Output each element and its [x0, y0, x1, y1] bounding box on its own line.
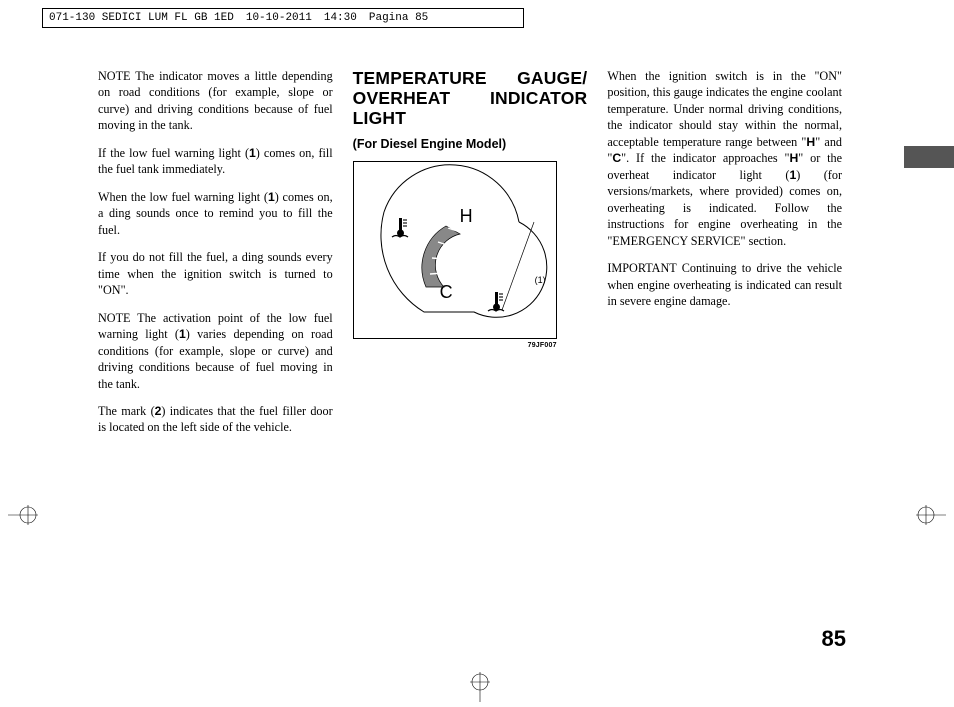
gauge-label-c: C [440, 280, 453, 304]
doc-page-label: Pagina 85 [369, 12, 428, 24]
crop-mark-left [8, 495, 48, 535]
doc-id: 071-130 SEDICI LUM FL GB 1ED [49, 12, 234, 24]
doc-date: 10-10-2011 [246, 12, 312, 24]
temperature-gauge-figure: H C (1) [353, 161, 557, 339]
column-1: NOTE The indicator moves a little depend… [98, 68, 333, 447]
section-heading: TEMPERATURE GAUGE/ OVERHEAT INDICATOR LI… [353, 68, 588, 128]
col1-p6: The mark (2) indicates that the fuel fil… [98, 403, 333, 436]
document-header: 071-130 SEDICI LUM FL GB 1ED 10-10-2011 … [42, 8, 524, 28]
gauge-callout-1: (1) [535, 274, 546, 286]
page-content: NOTE The indicator moves a little depend… [98, 68, 842, 447]
figure-code: 79JF007 [353, 341, 557, 350]
gauge-label-h: H [460, 204, 473, 228]
col1-p5: NOTE The activation point of the low fue… [98, 310, 333, 392]
column-3: When the ignition switch is in the "ON" … [607, 68, 842, 447]
column-2: TEMPERATURE GAUGE/ OVERHEAT INDICATOR LI… [353, 68, 588, 447]
col1-p1: NOTE The indicator moves a little depend… [98, 68, 333, 134]
col1-p4: If you do not fill the fuel, a ding soun… [98, 249, 333, 298]
side-tab [904, 146, 954, 168]
crop-mark-right [906, 495, 946, 535]
section-subheading: (For Diesel Engine Model) [353, 136, 588, 153]
col1-p2: If the low fuel warning light (1) comes … [98, 145, 333, 178]
crop-mark-bottom [460, 662, 500, 702]
col3-p1: When the ignition switch is in the "ON" … [607, 68, 842, 249]
gauge-svg [354, 162, 558, 340]
doc-time: 14:30 [324, 12, 357, 24]
col1-p3: When the low fuel warning light (1) come… [98, 189, 333, 238]
page-number: 85 [822, 626, 846, 652]
col3-p2: IMPORTANT Continuing to drive the vehicl… [607, 260, 842, 309]
